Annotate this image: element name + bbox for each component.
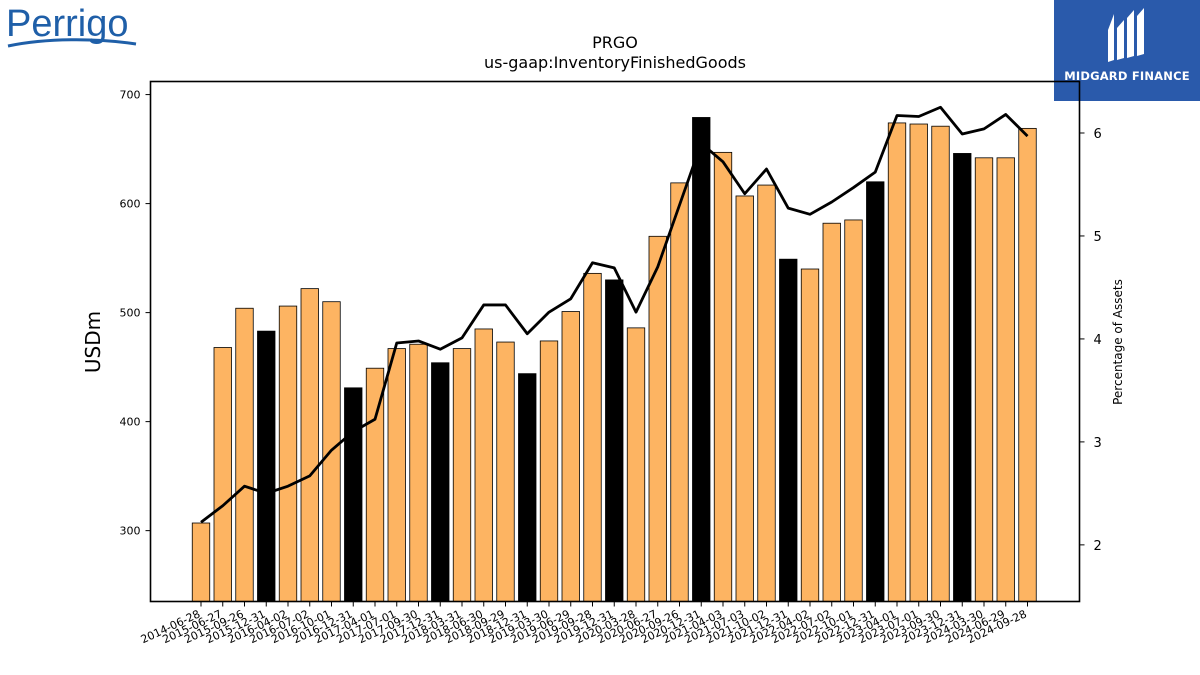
chart-subtitle: us-gaap:InventoryFinishedGoods (484, 53, 746, 72)
bar-2015-12-31 (257, 330, 276, 602)
bar-2024-09-28 (1018, 127, 1037, 602)
bar-2015-09-26 (235, 307, 254, 602)
chart-title: PRGO (592, 33, 638, 52)
bar-2021-12-31 (779, 258, 798, 602)
y2-tick-label-2: 2 (1094, 539, 1102, 554)
bar-2020-12-31 (692, 117, 711, 602)
y-tick-label-300: 300 (120, 525, 141, 538)
bar-2016-12-31 (344, 387, 363, 602)
y-axis-label: USDm (81, 311, 105, 373)
bar-2020-09-26 (670, 182, 689, 602)
y2-tick-label-4: 4 (1094, 333, 1102, 348)
bar-2018-06-30 (474, 328, 493, 602)
bar-2024-03-30 (974, 157, 994, 602)
bar-2017-04-01 (365, 367, 385, 602)
y-tick-label-700: 700 (120, 89, 141, 102)
y2-axis-label: Percentage of Assets (1111, 279, 1125, 405)
bar-2022-07-02 (822, 222, 841, 602)
bar-2017-07-01 (387, 348, 406, 602)
perrigo-logo: Perrigo (6, 2, 141, 58)
perrigo-logo-mark: Perrigo (6, 3, 137, 48)
bar-2023-07-01 (909, 123, 928, 602)
bar-2016-07-02 (300, 288, 319, 602)
bar-2021-07-03 (735, 195, 754, 602)
bar-2023-12-31 (953, 153, 972, 602)
y-tick-label-500: 500 (120, 307, 141, 320)
bar-2014-06-28 (191, 522, 211, 602)
midgard-logo-text: MIDGARD FINANCE (1064, 69, 1190, 83)
bar-2022-04-02 (800, 268, 820, 602)
bar-2021-10-02 (757, 184, 776, 602)
perrigo-logo-text: Perrigo (6, 3, 129, 45)
bar-2022-10-01 (844, 219, 863, 602)
bar-2022-12-31 (866, 181, 885, 602)
plot-frame (149, 80, 1081, 603)
y2-tick-label-6: 6 (1094, 127, 1102, 142)
line-series (200, 105, 1029, 524)
bar-2018-12-31 (518, 373, 537, 602)
bar-2015-06-27 (213, 347, 232, 602)
bars (191, 117, 1037, 602)
y2-tick-label-5: 5 (1094, 230, 1102, 245)
y-tick-label-600: 600 (120, 198, 141, 211)
bar-2019-09-28 (583, 272, 602, 602)
bar-2016-04-02 (278, 305, 298, 602)
bar-2018-09-29 (496, 341, 515, 602)
bar-2017-12-31 (431, 362, 450, 602)
bar-2020-06-27 (648, 235, 667, 602)
bar-2019-06-29 (561, 311, 580, 602)
midgard-logo-mark (1108, 8, 1144, 62)
y-tick-label-400: 400 (120, 416, 141, 429)
bar-2021-04-03 (713, 151, 733, 602)
bar-2024-06-29 (996, 157, 1015, 602)
bar-2020-03-28 (626, 327, 646, 602)
bar-2018-03-31 (452, 348, 472, 602)
bar-2023-09-30 (931, 125, 950, 602)
bar-2019-12-31 (605, 279, 624, 602)
midgard-finance-logo: MIDGARD FINANCE (1054, 0, 1200, 101)
bar-2019-03-30 (539, 340, 559, 602)
bar-2017-09-30 (409, 343, 428, 602)
y2-tick-label-3: 3 (1094, 436, 1102, 451)
bar-2023-04-01 (887, 122, 907, 602)
axes: 300400500600700234562014-06-282015-06-27… (120, 89, 1102, 647)
